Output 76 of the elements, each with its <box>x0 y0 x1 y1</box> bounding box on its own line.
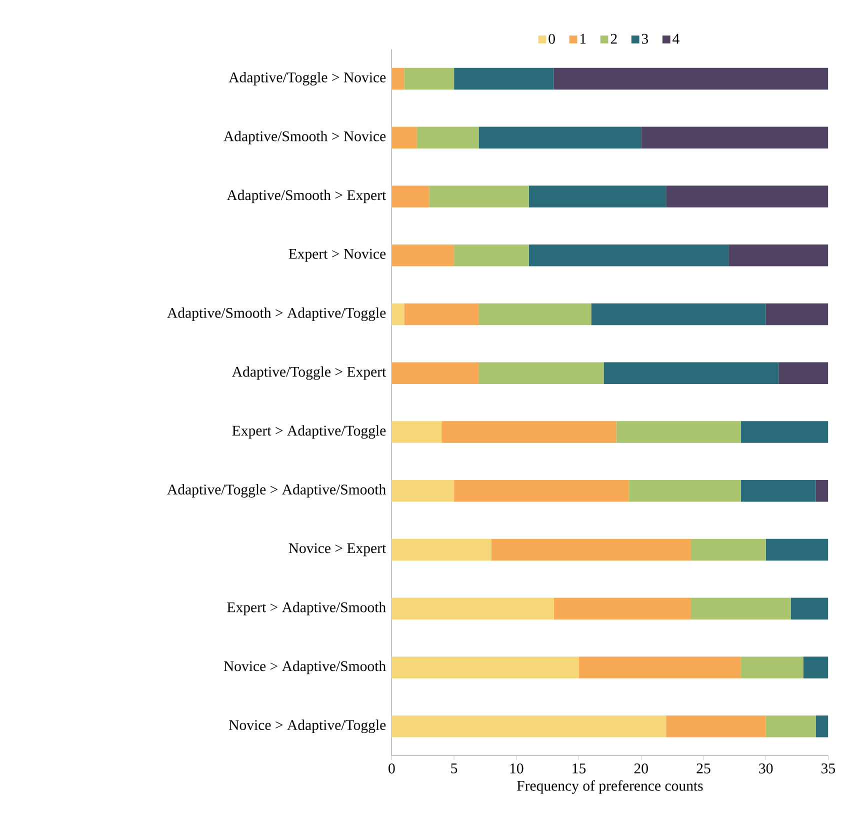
bar <box>554 68 828 90</box>
y-tick-label: Expert > Adaptive/Toggle <box>232 425 386 439</box>
legend-label: 0 <box>548 34 555 44</box>
y-tick-label: Adaptive/Toggle > Adaptive/Smooth <box>167 484 386 498</box>
bar <box>454 68 554 90</box>
legend-label: 2 <box>610 34 617 44</box>
x-tick-label: 25 <box>696 764 710 774</box>
bar <box>392 186 430 208</box>
bar <box>479 362 604 384</box>
bar <box>528 244 728 266</box>
bar <box>740 480 816 502</box>
bar <box>766 538 828 561</box>
bar <box>666 186 828 208</box>
y-tick-label: Expert > Novice <box>288 249 386 262</box>
bar <box>429 186 529 208</box>
bar <box>578 656 741 679</box>
y-tick-label: Novice > Adaptive/Smooth <box>224 660 386 674</box>
y-tick-label: Adaptive/Smooth > Adaptive/Toggle <box>167 308 386 322</box>
bar <box>442 421 616 444</box>
bar <box>790 598 828 620</box>
bar <box>392 421 442 444</box>
bar <box>628 480 741 502</box>
bar <box>392 598 554 620</box>
bar <box>392 362 479 384</box>
x-tick-label: 15 <box>572 764 586 774</box>
bar <box>479 126 642 149</box>
x-tick-label: 35 <box>822 764 836 774</box>
bar <box>616 421 741 444</box>
bar <box>554 598 692 620</box>
bar <box>641 126 828 149</box>
bar <box>392 716 666 738</box>
bar <box>404 303 479 326</box>
y-tick-label: Expert > Adaptive/Smooth <box>227 602 386 616</box>
bar <box>728 244 828 266</box>
y-tick-label: Adaptive/Toggle > Expert <box>232 366 386 380</box>
bar <box>816 480 828 502</box>
x-tick-label: 30 <box>759 764 773 774</box>
bar <box>591 303 766 326</box>
bar <box>766 716 816 738</box>
bar <box>392 480 454 502</box>
bar <box>454 244 529 266</box>
x-tick-label: 0 <box>388 764 395 774</box>
bar <box>666 716 766 738</box>
legend-label: 1 <box>580 34 586 44</box>
x-tick-label: 20 <box>634 764 648 774</box>
bar <box>766 303 828 326</box>
bar <box>740 421 828 444</box>
bar <box>454 480 629 502</box>
bar <box>491 538 692 561</box>
bar <box>740 656 804 679</box>
bar <box>691 538 766 561</box>
bar <box>604 362 778 384</box>
bar <box>392 244 454 266</box>
y-tick-label: Novice > Expert <box>288 543 386 556</box>
bar <box>392 68 404 90</box>
legend-label: 4 <box>672 34 680 44</box>
bar <box>803 656 828 679</box>
y-tick-label: Novice > Adaptive/Toggle <box>229 720 386 734</box>
x-axis-title: Frequency of preference counts <box>517 780 703 794</box>
bar <box>392 303 404 326</box>
y-tick-label: Adaptive/Smooth > Novice <box>224 131 386 144</box>
bar <box>404 68 454 90</box>
bar <box>416 126 479 149</box>
bar <box>479 303 592 326</box>
x-tick-label: 5 <box>451 764 458 774</box>
bar <box>816 716 828 738</box>
x-tick-label: 10 <box>510 764 524 774</box>
legend-label: 3 <box>642 34 648 44</box>
bar <box>392 656 579 679</box>
bar <box>691 598 791 620</box>
bar <box>528 186 666 208</box>
y-tick-label: Adaptive/Smooth > Expert <box>226 190 386 204</box>
bar <box>778 362 828 384</box>
bar <box>392 126 417 149</box>
y-tick-label: Adaptive/Toggle > Novice <box>228 72 386 86</box>
bar <box>392 538 492 561</box>
